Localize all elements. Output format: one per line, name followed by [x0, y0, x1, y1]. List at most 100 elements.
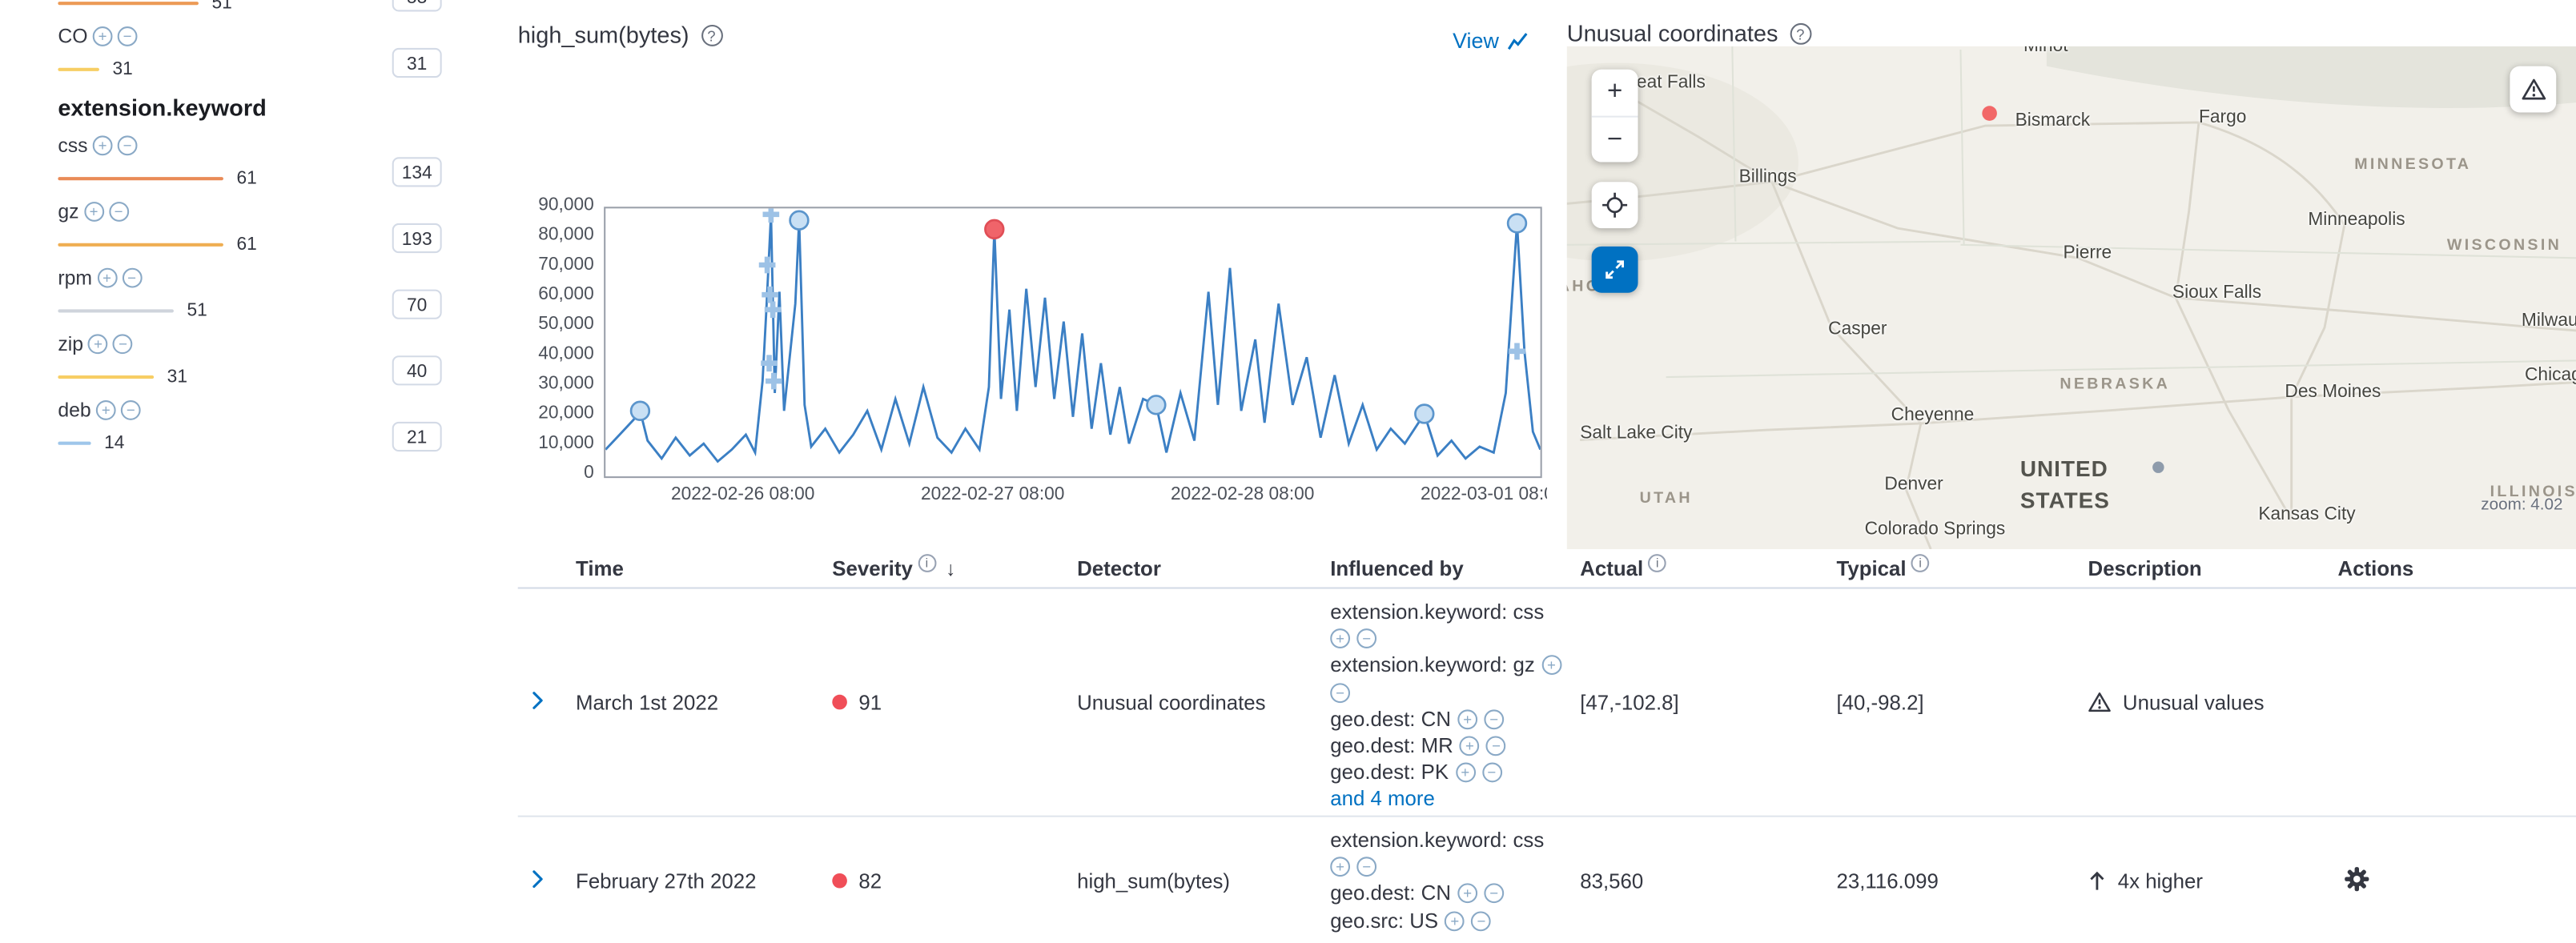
influencer-value: extension.keyword: css [1330, 827, 1544, 853]
anomaly-marker-warning[interactable] [1415, 405, 1433, 423]
remove-filter-icon[interactable]: − [1330, 683, 1350, 703]
map-city-label: Kansas City [2258, 504, 2355, 524]
remove-filter-icon[interactable]: − [1471, 911, 1491, 931]
anomaly-marker-warning[interactable] [631, 402, 649, 420]
anomaly-description: 4x higher [2088, 869, 2203, 893]
info-icon: i [1911, 554, 1930, 572]
influencer-bar-row: 31 [58, 61, 132, 78]
add-filter-icon[interactable]: + [1457, 709, 1477, 729]
remove-filter-icon[interactable]: − [1356, 629, 1376, 649]
multi-bucket-anomaly-marker[interactable] [762, 287, 778, 303]
view-link-label: View [1453, 28, 1499, 53]
influencer-entry-icons: − [1330, 679, 1561, 705]
column-header-detector[interactable]: Detector [1077, 557, 1161, 580]
add-filter-icon[interactable]: + [1445, 911, 1465, 931]
multi-bucket-anomaly-marker[interactable] [766, 373, 782, 390]
influencer-score-bar [58, 2, 199, 6]
anomalies-table: Time Severityi↓ Detector Influenced by A… [518, 549, 2576, 943]
influencer-item: deb+−14 [58, 399, 504, 465]
column-header-actual[interactable]: Actuali [1580, 557, 1666, 580]
column-header-time[interactable]: Time [576, 557, 624, 580]
map-city-label: Colorado Springs [1865, 520, 2006, 540]
map-zoom-controls: + − [1592, 70, 1638, 163]
remove-filter-icon[interactable]: − [121, 400, 141, 420]
anomaly-typical: 23,116.099 [1836, 869, 1938, 893]
remove-filter-icon[interactable]: − [1486, 736, 1506, 756]
expand-icon [1603, 258, 1626, 281]
map-warning-button[interactable] [2510, 66, 2556, 113]
zoom-in-button[interactable]: + [1592, 70, 1638, 116]
add-filter-icon[interactable]: + [1541, 656, 1561, 676]
column-header-severity[interactable]: Severityi↓ [832, 557, 955, 580]
expand-row-button[interactable] [528, 869, 548, 893]
question-in-circle-icon[interactable]: ? [701, 24, 722, 46]
add-filter-icon[interactable]: + [84, 202, 104, 222]
anomaly-description: Unusual values [2088, 691, 2265, 714]
remove-filter-icon[interactable]: − [1484, 884, 1504, 904]
expand-map-button[interactable] [1592, 247, 1638, 293]
add-filter-icon[interactable]: + [1455, 763, 1475, 783]
influencer-entry: extension.keyword: css [1330, 599, 1561, 625]
x-axis-label: 2022-03-01 08:00 [1393, 484, 1547, 504]
y-axis-label: 20,000 [518, 403, 594, 423]
description-text: Unusual values [2123, 691, 2265, 714]
chart-title-row: high_sum(bytes) ? [518, 22, 722, 48]
remove-filter-icon[interactable]: − [109, 202, 129, 222]
remove-filter-icon[interactable]: − [1484, 709, 1504, 729]
column-header-typical[interactable]: Typicali [1836, 557, 1929, 580]
column-header-description[interactable]: Description [2088, 557, 2202, 580]
add-filter-icon[interactable]: + [1460, 736, 1480, 756]
anomaly-marker-critical[interactable] [985, 220, 1003, 239]
remove-filter-icon[interactable]: − [118, 26, 138, 46]
info-icon: i [1648, 554, 1666, 572]
add-filter-icon[interactable]: + [1330, 857, 1350, 877]
remove-filter-icon[interactable]: − [1356, 857, 1376, 877]
metric-line-chart[interactable] [604, 207, 1542, 478]
add-filter-icon[interactable]: + [88, 334, 108, 354]
anomaly-row: February 27th 202282high_sum(bytes)exten… [518, 817, 2576, 943]
remove-filter-icon[interactable]: − [1481, 763, 1501, 783]
remove-filter-icon[interactable]: − [122, 268, 142, 288]
add-filter-icon[interactable]: + [93, 135, 113, 155]
severity-score: 82 [858, 869, 882, 893]
add-filter-icon[interactable]: + [1330, 629, 1350, 649]
multi-bucket-anomaly-marker[interactable] [763, 208, 780, 223]
influencer-label: CO+− [58, 25, 137, 48]
info-icon: i [918, 554, 936, 572]
severity-score: 91 [858, 691, 882, 714]
influencer-entry: geo.dest: MR+− [1330, 732, 1561, 759]
anomaly-marker-warning[interactable] [1508, 215, 1526, 233]
expand-row-button[interactable] [528, 690, 548, 715]
remove-filter-icon[interactable]: − [113, 334, 133, 354]
add-filter-icon[interactable]: + [93, 26, 113, 46]
anomaly-marker-warning[interactable] [1147, 395, 1165, 414]
add-filter-icon[interactable]: + [97, 268, 117, 288]
sort-desc-icon: ↓ [946, 557, 955, 580]
severity-dot [832, 873, 847, 889]
map-city-label: Des Moines [2285, 382, 2381, 402]
show-more-influencers-link[interactable]: and 4 more [1330, 786, 1561, 813]
column-header-influenced-by[interactable]: Influenced by [1330, 557, 1463, 580]
description-text: 4x higher [2118, 869, 2203, 893]
add-filter-icon[interactable]: + [96, 400, 116, 420]
view-link[interactable]: View [1453, 28, 1529, 53]
map-title: Unusual coordinates [1567, 20, 1778, 46]
zoom-out-button[interactable]: − [1592, 116, 1638, 163]
influencer-value: extension.keyword: css [1330, 599, 1544, 625]
multi-bucket-anomaly-marker[interactable] [1509, 343, 1525, 360]
row-actions-button[interactable] [2345, 866, 2369, 896]
influencer-max-score: 51 [211, 0, 231, 14]
influencer-label: gz+− [58, 200, 128, 223]
map-canvas[interactable]: MinotGreat FallsBismarckFargoBillingsMin… [1567, 46, 2576, 549]
anomaly-marker-warning[interactable] [790, 211, 809, 230]
add-filter-icon[interactable]: + [1457, 884, 1477, 904]
anomaly-typical: [40,-98.2] [1836, 691, 1923, 714]
influencer-item: rpm+−51 [58, 267, 504, 333]
influencer-entry: geo.src: US+− [1330, 907, 1544, 933]
remove-filter-icon[interactable]: − [118, 135, 138, 155]
question-in-circle-icon[interactable]: ? [1790, 22, 1811, 44]
y-axis-label: 70,000 [518, 255, 594, 275]
anomaly-detector: Unusual coordinates [1077, 691, 1265, 714]
metric-chart-panel: high_sum(bytes) ? View 90,00080,00070,00… [518, 0, 1547, 546]
fit-to-data-button[interactable] [1592, 182, 1638, 228]
